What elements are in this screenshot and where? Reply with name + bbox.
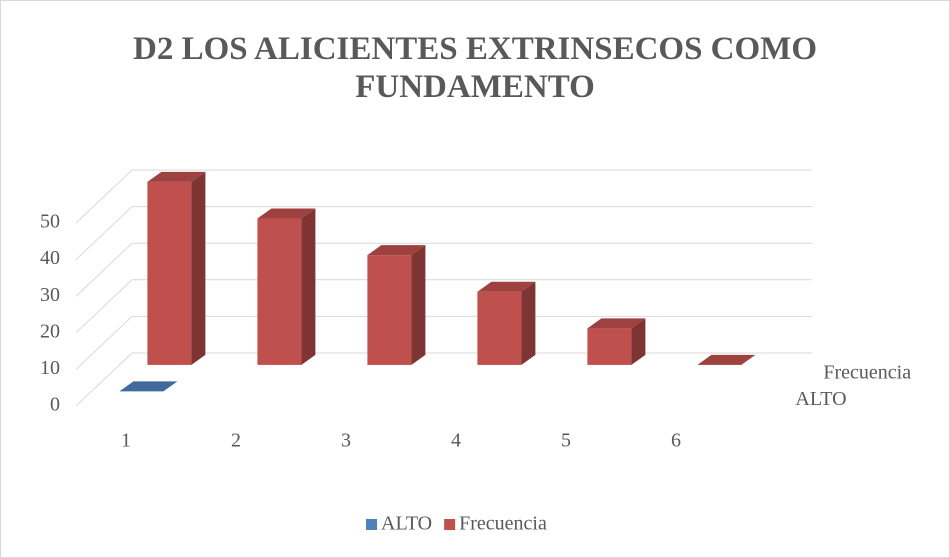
x-tick-label: 6 (671, 430, 681, 452)
legend-swatch (366, 519, 377, 530)
grid-line (75, 316, 133, 370)
y-tick-label: 50 (40, 211, 60, 233)
bar (477, 281, 536, 365)
bar-side (631, 318, 646, 365)
bar-side (301, 208, 316, 365)
grid-line (75, 169, 133, 224)
depth-label: Frecuencia (823, 362, 911, 384)
x-tick-label: 2 (231, 430, 241, 452)
x-tick-label: 1 (121, 430, 131, 452)
grid-line (75, 242, 133, 297)
bar (119, 381, 178, 392)
bar (257, 208, 316, 365)
x-tick-label: 4 (451, 430, 461, 452)
grid-line (75, 206, 133, 260)
x-tick-label: 5 (561, 430, 571, 452)
legend-label: Frecuencia (459, 513, 547, 535)
bar-top (587, 318, 646, 329)
bar-front (367, 255, 412, 365)
grid-line (75, 279, 133, 334)
depth-label: ALTO (795, 388, 846, 410)
bar-front (587, 328, 632, 365)
y-tick-label: 40 (40, 247, 60, 269)
bar-side (411, 245, 426, 365)
bar (587, 318, 646, 365)
bar-top (697, 354, 756, 365)
bar-top (119, 381, 178, 392)
bar-top (477, 281, 536, 292)
grid-line (75, 352, 133, 407)
bar-front (477, 291, 522, 365)
bar-top (367, 245, 426, 256)
legend-label: ALTO (381, 513, 432, 535)
bar (147, 171, 206, 365)
bar-side (521, 281, 536, 365)
bar-top (147, 171, 206, 182)
y-tick-label: 30 (40, 284, 60, 306)
bar (697, 354, 756, 365)
bar-side (191, 171, 206, 365)
bar-front (257, 218, 302, 365)
y-tick-label: 10 (40, 357, 60, 379)
legend-swatch (444, 519, 456, 530)
bar-top (257, 208, 316, 219)
y-tick-label: 0 (50, 394, 60, 416)
bar (367, 245, 426, 365)
x-tick-label: 3 (341, 430, 351, 452)
chart-title: D2 LOS ALICIENTES EXTRINSECOS COMO FUNDA… (132, 31, 817, 105)
y-tick-label: 20 (40, 320, 60, 342)
bar-front (147, 181, 192, 365)
